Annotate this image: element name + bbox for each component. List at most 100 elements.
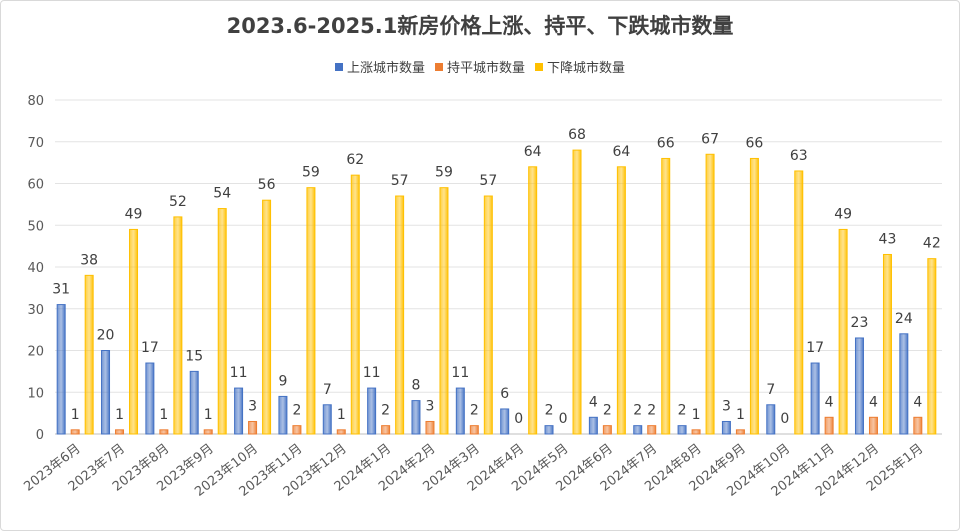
bar-fall	[395, 195, 405, 435]
y-tick-label: 50	[27, 219, 44, 234]
bar-fall	[661, 157, 671, 435]
data-label-rise: 17	[141, 340, 159, 356]
bar-rise	[588, 416, 598, 435]
data-label-rise: 20	[97, 328, 115, 344]
legend-label-fall: 下降城市数量	[547, 61, 626, 76]
bar-flat	[292, 425, 302, 435]
data-label-fall: 64	[612, 144, 630, 160]
data-label-fall: 62	[346, 152, 364, 168]
data-label-fall: 67	[701, 131, 719, 147]
y-tick-label: 80	[27, 94, 44, 109]
bar-rise	[633, 425, 643, 435]
data-label-flat: 4	[913, 394, 922, 410]
data-label-rise: 6	[500, 386, 509, 402]
legend-swatch-rise	[334, 62, 343, 71]
data-label-rise: 23	[851, 315, 869, 331]
bar-rise	[721, 420, 731, 435]
data-label-fall: 68	[568, 127, 586, 143]
bar-fall	[882, 253, 892, 435]
data-label-fall: 59	[435, 165, 453, 181]
data-label-fall: 38	[80, 252, 98, 268]
data-label-fall: 49	[834, 206, 852, 222]
bar-fall	[572, 149, 582, 435]
data-label-fall: 66	[746, 135, 764, 151]
bar-rise	[455, 387, 465, 435]
legend-swatch-fall	[535, 62, 543, 71]
bar-flat	[381, 425, 391, 435]
data-label-flat: 4	[869, 394, 878, 410]
bar-rise	[278, 395, 288, 435]
y-tick-label: 30	[27, 303, 44, 318]
data-label-rise: 2	[633, 403, 642, 419]
data-label-fall: 43	[879, 231, 897, 247]
bar-fall	[439, 187, 449, 435]
bar-rise	[101, 350, 111, 435]
bar-fall	[129, 228, 139, 435]
bar-flat	[336, 429, 346, 435]
legend-label-flat: 持平城市数量	[446, 61, 525, 76]
data-label-rise: 4	[589, 394, 598, 410]
chart-legend: 上涨城市数量 持平城市数量 下降城市数量	[0, 57, 960, 76]
bar-flat	[691, 429, 701, 435]
data-label-flat: 1	[71, 407, 80, 423]
data-label-flat: 1	[692, 407, 701, 423]
bar-fall	[794, 170, 804, 435]
data-label-rise: 17	[806, 340, 824, 356]
data-label-fall: 57	[479, 173, 497, 189]
y-tick-label: 20	[27, 345, 44, 360]
bar-rise	[411, 400, 421, 435]
legend-swatch-flat	[434, 62, 443, 71]
data-label-fall: 57	[391, 173, 409, 189]
data-label-rise: 11	[363, 365, 381, 381]
data-label-flat: 3	[426, 398, 435, 414]
bar-fall	[217, 208, 227, 435]
bar-flat	[469, 425, 479, 435]
bar-flat	[647, 425, 657, 435]
data-label-flat: 1	[204, 407, 213, 423]
bar-rise	[234, 387, 244, 435]
bar-flat	[425, 420, 435, 435]
bar-flat	[115, 429, 125, 435]
bar-rise	[56, 304, 66, 435]
bar-flat	[602, 425, 612, 435]
data-label-flat: 0	[514, 411, 523, 427]
bar-rise	[899, 333, 909, 435]
data-label-fall: 54	[213, 186, 231, 202]
data-label-rise: 7	[323, 382, 332, 398]
data-label-rise: 11	[451, 365, 469, 381]
data-label-rise: 7	[766, 382, 775, 398]
bar-fall	[927, 258, 937, 435]
data-label-fall: 49	[125, 206, 143, 222]
bar-flat	[203, 429, 213, 435]
data-label-rise: 3	[722, 398, 731, 414]
bar-rise	[544, 425, 554, 435]
bar-flat	[70, 429, 80, 435]
bar-flat	[735, 429, 745, 435]
data-label-fall: 52	[169, 194, 187, 210]
data-label-flat: 2	[470, 403, 479, 419]
bar-rise	[766, 404, 776, 435]
data-label-flat: 2	[603, 403, 612, 419]
bar-fall	[749, 157, 759, 435]
bar-flat	[868, 416, 878, 435]
legend-item-fall: 下降城市数量	[535, 57, 625, 76]
bar-rise	[854, 337, 864, 435]
bar-rise	[189, 370, 199, 435]
bar-fall	[705, 153, 715, 435]
bar-flat	[824, 416, 834, 435]
bar-rise	[322, 404, 332, 435]
bar-fall	[616, 166, 626, 435]
data-label-flat: 2	[381, 403, 390, 419]
data-label-flat: 4	[825, 394, 834, 410]
data-label-flat: 1	[159, 407, 168, 423]
bar-flat	[248, 420, 258, 435]
data-label-flat: 0	[780, 411, 789, 427]
legend-item-flat: 持平城市数量	[434, 57, 525, 76]
data-label-flat: 2	[647, 403, 656, 419]
data-label-rise: 11	[230, 365, 248, 381]
legend-label-rise: 上涨城市数量	[346, 61, 425, 76]
data-label-flat: 0	[559, 411, 568, 427]
y-tick-label: 60	[27, 178, 44, 193]
data-label-fall: 64	[524, 144, 542, 160]
